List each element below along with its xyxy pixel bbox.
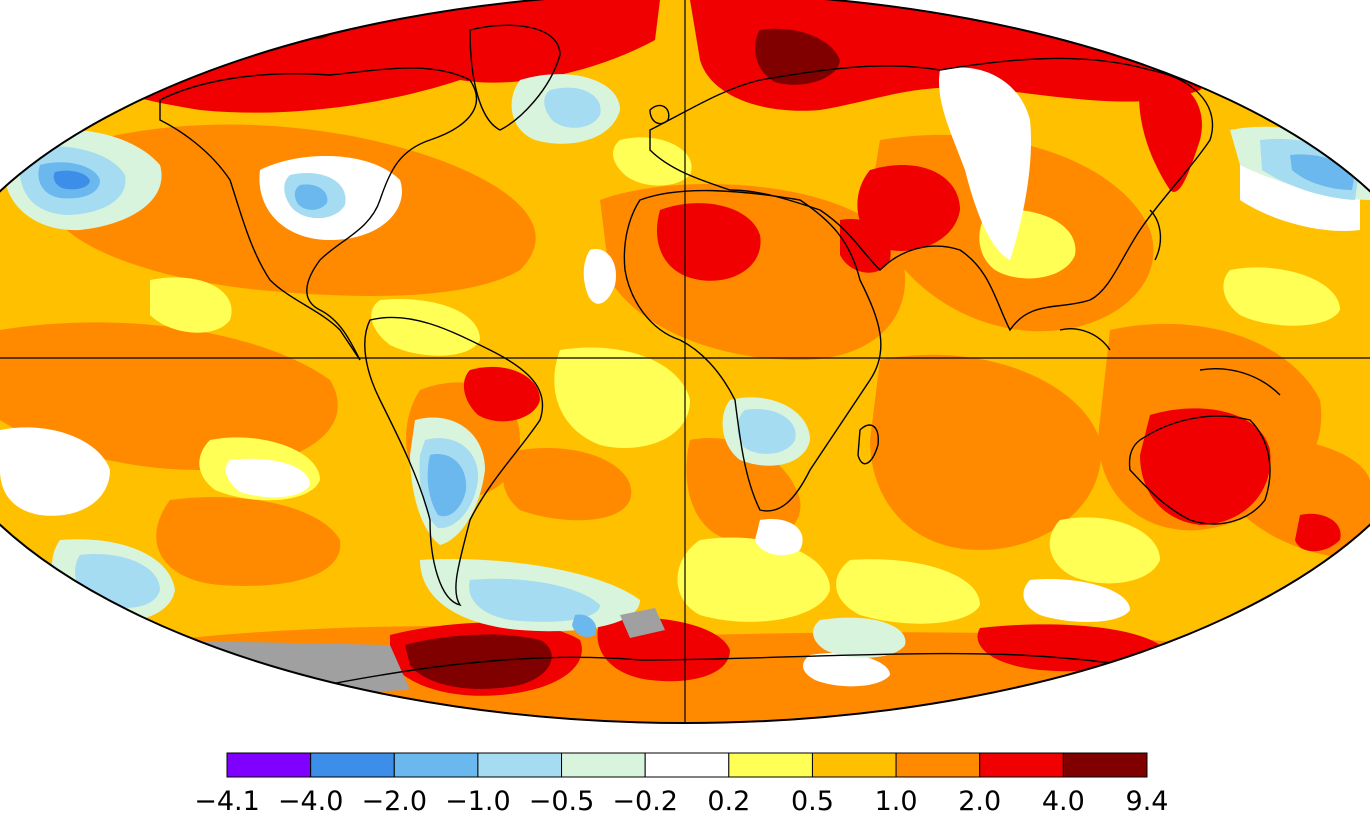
globe [0, 0, 1370, 723]
legend-tick-label: 2.0 [958, 786, 1001, 817]
anomaly-regions-cool [53, 170, 90, 190]
legend-swatch [226, 752, 312, 778]
legend-swatch [644, 752, 730, 778]
legend-swatch [811, 752, 897, 778]
legend-tick-label: −4.1 [194, 786, 260, 817]
coastlines [159, 24, 1281, 691]
legend-tick-label: 4.0 [1042, 786, 1085, 817]
legend-swatch [728, 752, 813, 778]
legend-canvas: −4.1 −4.0 −2.0 −1.0 −0.5 −0.2 0.2 0.5 1.0 2.0 4.0 9… [194, 752, 1168, 817]
legend-swatch [1062, 752, 1148, 778]
map-canvas [0, 0, 1370, 724]
legend-swatch [895, 752, 981, 778]
legend-swatch [310, 752, 395, 778]
legend-tick-label: 1.0 [875, 786, 918, 817]
legend-tick-label: −1.0 [445, 786, 511, 817]
legend-swatch [477, 752, 563, 778]
legend-tick-label: −2.0 [361, 786, 427, 817]
legend-tick-label: 9.4 [1126, 786, 1169, 817]
legend-tick-label: 0.2 [707, 786, 750, 817]
legend-swatch [979, 752, 1064, 778]
legend-tick-label: 0.5 [791, 786, 834, 817]
legend-tick-label: −0.5 [529, 786, 595, 817]
globe-outline [0, 0, 1370, 724]
temperature-anomaly-map [0, 0, 1370, 724]
legend-tick-label: −4.0 [278, 786, 344, 817]
color-legend: −4.1 −4.0 −2.0 −1.0 −0.5 −0.2 0.2 0.5 1.0 2.0 4.0 9… [0, 735, 1370, 820]
legend-swatches [226, 752, 1148, 778]
legend-swatch [561, 752, 646, 778]
legend-tick-labels: −4.1 −4.0 −2.0 −1.0 −0.5 −0.2 0.2 0.5 1.0 2.0 4.0 9… [194, 786, 1168, 817]
legend-swatch [393, 752, 479, 778]
legend-tick-label: −0.2 [612, 786, 678, 817]
